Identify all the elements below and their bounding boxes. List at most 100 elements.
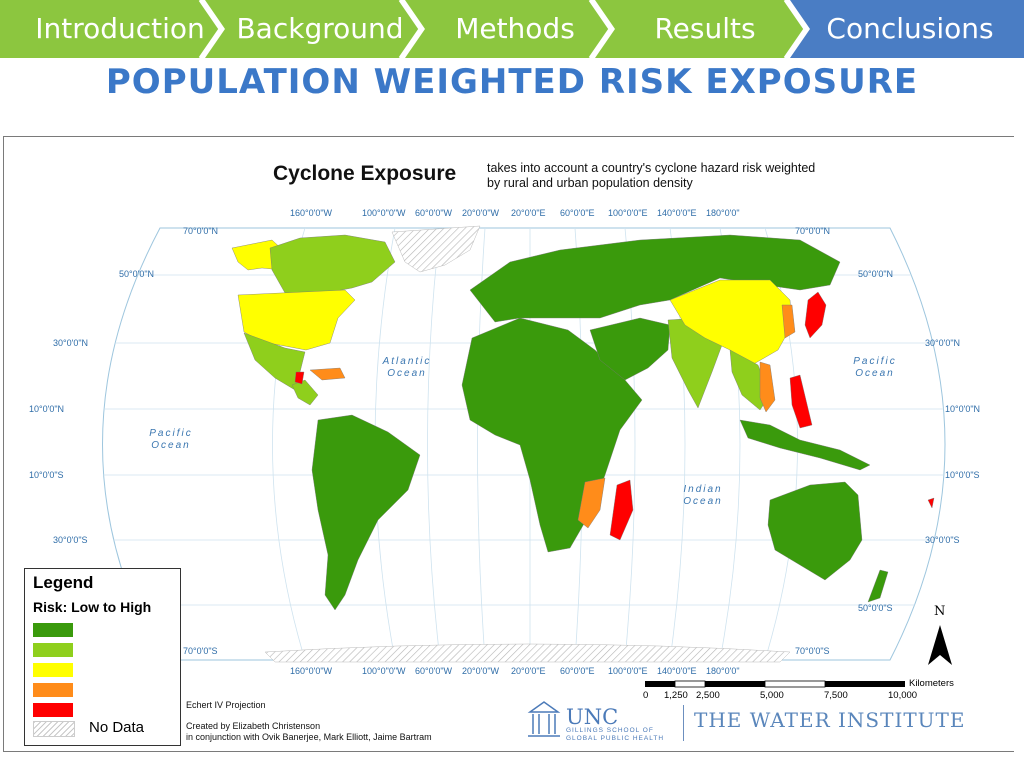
map-title: Cyclone Exposure [273,162,457,185]
mozambique-orange [577,477,606,529]
longitude-label: 180°0'0" [706,666,740,676]
latitude-label: 10°0'0"N [29,404,65,414]
scale-tick: 0 [643,690,649,701]
ocean-label-indian: Indian Ocean [683,484,723,507]
south-america [311,414,421,611]
latitude-label: 50°0'0"N [119,269,155,279]
nav-chevrons [0,0,1024,58]
caribbean-high-risk [309,367,346,381]
longitude-label: 140°0'0"E [657,666,697,676]
ocean-label-pacific-west: Pacific Ocean [149,428,193,451]
scale-bar [645,680,905,688]
longitude-label: 100°0"0"W [362,666,406,676]
indonesia [739,419,871,471]
philippines-red [789,374,813,429]
ocean-label-pacific-east: Pacific Ocean [853,356,897,379]
latitude-label: 10°0'0"S [945,470,980,480]
breadcrumb-nav: Introduction Background Methods Results … [0,0,1024,58]
longitude-label: 100°0'0"E [608,208,648,218]
slide-title: POPULATION WEIGHTED RISK EXPOSURE [105,62,919,102]
scale-tick: 2,500 [696,690,720,701]
scale-tick: 7,500 [824,690,848,701]
canada [269,234,396,294]
scale-units: Kilometers [909,678,954,689]
middle-east [589,317,671,381]
legend: Legend Risk: Low to High No Data [24,568,181,746]
new-zealand [867,569,889,603]
latitude-label: 50°0'0"S [858,603,893,613]
korea-orange [781,304,796,339]
legend-subtitle: Risk: Low to High [33,599,152,615]
japan-red [804,291,827,339]
latitude-label: 70°0'0"N [183,226,219,236]
pacific-islands-red [927,497,935,509]
cuba-red [294,371,305,385]
latitude-label: 30°0'0"S [53,535,88,545]
legend-swatch-high [33,683,73,697]
unc-logo-text: UNC [566,705,619,729]
water-institute-logo: THE WATER INSTITUTE [694,708,966,732]
legend-swatch-medium [33,663,73,677]
longitude-label: 20°0'0"E [511,208,546,218]
latitude-label: 70°0'0"S [183,646,218,656]
longitude-label: 20°0'0"E [511,666,546,676]
longitude-label: 60°0'0"W [415,666,453,676]
longitude-label: 100°0'0"E [608,666,648,676]
legend-swatch-highest [33,703,73,717]
scale-tick: 10,000 [888,690,918,701]
tab-background[interactable]: Background [236,12,404,45]
latitude-label: 10°0'0"N [945,404,981,414]
latitude-label: 70°0'0"N [795,226,831,236]
unc-building-icon [527,701,561,737]
map-subtitle: takes into account a country's cyclone h… [487,161,816,190]
europe-russia [469,234,841,323]
tab-methods[interactable]: Methods [455,12,575,45]
longitude-label: 60°0'0"W [415,208,453,218]
vietnam-orange [759,361,776,413]
legend-nodata-label: No Data [89,719,145,736]
tab-background-shape[interactable] [205,0,420,58]
antarctica-nodata [264,643,791,663]
longitude-label: 160°0'0"W [290,208,333,218]
tab-results-shape[interactable] [595,0,805,58]
central-america [291,379,319,406]
latitude-label: 30°0'0"N [53,338,89,348]
north-label: N [934,604,946,619]
longitude-label: 60°0'0"E [560,208,595,218]
longitude-label: 100°0"0"W [362,208,406,218]
longitude-label: 180°0'0" [706,208,740,218]
north-arrow-icon [928,625,952,665]
tab-conclusions[interactable]: Conclusions [826,12,994,45]
legend-swatch-lowest [33,623,73,637]
credit-line-2: in conjunction with Ovik Banerjee, Mark … [186,732,432,742]
tab-results[interactable]: Results [654,12,756,45]
legend-swatch-nodata [33,721,75,737]
greenland-nodata [391,225,481,273]
legend-swatch-low [33,643,73,657]
ocean-label-atlantic: Atlantic Ocean [382,356,432,379]
madagascar-red [609,479,634,541]
graticule [102,228,945,660]
logo-divider [683,705,684,741]
tab-introduction-shape[interactable] [0,0,220,58]
unc-logo-subtitle: GLOBAL PUBLIC HEALTH [566,735,665,742]
longitude-label: 60°0'0"E [560,666,595,676]
projection-label: Echert IV Projection [186,700,266,710]
legend-title: Legend [33,573,94,592]
latitude-label: 30°0'0"S [925,535,960,545]
china [669,279,793,366]
latitude-label: 50°0'0"N [858,269,894,279]
unc-logo-subtitle: GILLINGS SCHOOL OF [566,727,654,734]
latitude-label: 10°0'0"S [29,470,64,480]
longitude-label: 140°0'0"E [657,208,697,218]
tab-introduction[interactable]: Introduction [35,12,205,45]
australia [767,481,863,581]
tab-conclusions-shape[interactable] [790,0,1024,58]
scale-tick: 5,000 [760,690,784,701]
tab-methods-shape[interactable] [405,0,610,58]
latitude-label: 70°0'0"S [795,646,830,656]
credit-line-1: Created by Elizabeth Christenson [186,721,321,731]
longitude-label: 20°0'0"W [462,666,500,676]
scale-tick: 1,250 [664,690,688,701]
